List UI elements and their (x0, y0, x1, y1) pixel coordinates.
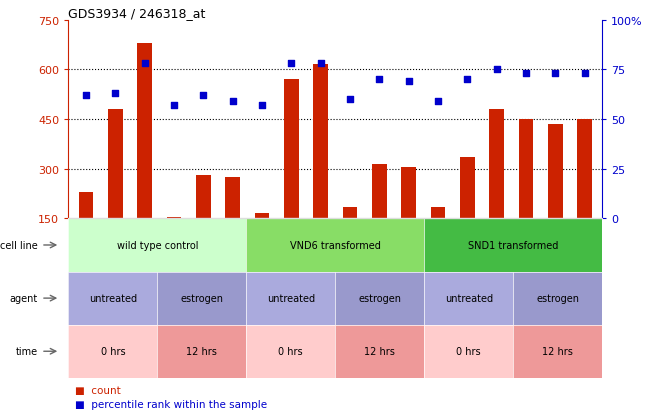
Bar (255, 214, 270, 219)
Bar (372, 164, 387, 219)
Point (227, 99, 238, 105)
Bar (342, 207, 357, 219)
Text: VND6 transformed: VND6 transformed (290, 240, 381, 250)
Text: untreated: untreated (267, 293, 315, 304)
Bar (196, 176, 211, 219)
Text: 12 hrs: 12 hrs (365, 347, 395, 356)
Point (550, 71, 561, 78)
Text: 0 hrs: 0 hrs (456, 347, 481, 356)
Text: 0 hrs: 0 hrs (100, 347, 125, 356)
Text: untreated: untreated (89, 293, 137, 304)
Text: SND1 transformed: SND1 transformed (468, 240, 559, 250)
Point (81, 93, 91, 99)
Text: ■  count: ■ count (75, 385, 120, 395)
Text: untreated: untreated (445, 293, 493, 304)
Point (462, 77, 473, 83)
Bar (577, 120, 592, 219)
Bar (519, 120, 533, 219)
Bar (548, 125, 562, 219)
Point (198, 93, 208, 99)
Point (139, 61, 150, 68)
Point (169, 102, 179, 109)
Point (374, 77, 385, 83)
Text: agent: agent (9, 293, 38, 304)
Point (345, 97, 355, 103)
Text: cell line: cell line (0, 240, 38, 250)
Point (433, 99, 443, 105)
Point (315, 61, 326, 68)
Text: wild type control: wild type control (117, 240, 198, 250)
Text: estrogen: estrogen (180, 293, 223, 304)
Text: 12 hrs: 12 hrs (186, 347, 217, 356)
Text: ■  percentile rank within the sample: ■ percentile rank within the sample (75, 399, 267, 409)
Bar (430, 207, 445, 219)
Bar (225, 178, 240, 219)
Point (256, 102, 267, 109)
Point (286, 61, 296, 68)
Text: estrogen: estrogen (536, 293, 579, 304)
Point (521, 71, 531, 78)
Text: estrogen: estrogen (358, 293, 401, 304)
Text: 12 hrs: 12 hrs (542, 347, 573, 356)
Bar (167, 217, 181, 219)
Bar (79, 192, 93, 219)
Bar (284, 80, 299, 219)
Bar (108, 110, 122, 219)
Bar (490, 110, 504, 219)
Text: 0 hrs: 0 hrs (279, 347, 303, 356)
Point (110, 91, 120, 97)
Bar (401, 168, 416, 219)
Bar (460, 158, 475, 219)
Point (404, 79, 414, 85)
Text: time: time (16, 347, 38, 356)
Point (492, 67, 502, 74)
Bar (137, 44, 152, 219)
Bar (313, 65, 328, 219)
Text: GDS3934 / 246318_at: GDS3934 / 246318_at (68, 7, 206, 19)
Point (579, 71, 590, 78)
